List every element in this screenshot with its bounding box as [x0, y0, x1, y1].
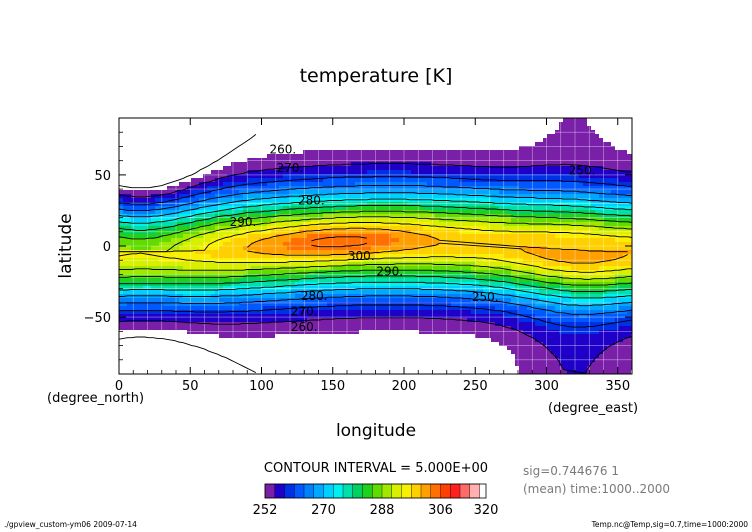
y-axis-unit: (degree_north): [47, 391, 144, 406]
colorbar-swatch: [420, 483, 432, 499]
colorbar-tick-label: 288: [370, 503, 395, 518]
colorbar-swatch: [430, 483, 442, 499]
colorbar-swatch: [411, 483, 422, 499]
x-tick-label: 250: [463, 379, 488, 394]
x-axis: 0 50 100 150 200 250 300 350: [115, 118, 630, 394]
colorbar-swatch: [284, 483, 295, 499]
colorbar-swatch: [313, 483, 325, 499]
contour-label: 270.: [291, 304, 318, 318]
x-tick-label: 100: [249, 379, 274, 394]
colorbar-tick-label: 270: [311, 503, 336, 518]
contour-label: 280.: [298, 193, 325, 207]
footer-left: ./gpview_custom-ym06 2009-07-14: [4, 520, 137, 529]
colorbar-swatch: [352, 483, 364, 499]
colorbar-swatch: [401, 483, 412, 499]
colorbar-swatch: [274, 483, 286, 499]
contour-label: 260.: [270, 142, 297, 156]
colorbar-swatch: [362, 483, 373, 499]
chart-title: temperature [K]: [300, 65, 453, 87]
colorbar-swatch: [294, 483, 305, 499]
colorbar-tick-label: 320: [474, 503, 499, 518]
colorbar-swatch: [440, 483, 451, 499]
y-axis: −50 0 50: [84, 131, 632, 361]
x-tick-label: 50: [182, 379, 199, 394]
colorbar-swatch: [469, 483, 481, 499]
contour-label: 250.: [472, 290, 499, 304]
time-text: (mean) time:1000..2000: [523, 482, 670, 496]
x-tick-label: 350: [605, 379, 630, 394]
y-tick-label: −50: [84, 311, 111, 326]
contour-interval-text: CONTOUR INTERVAL = 5.000E+00: [264, 461, 488, 476]
colorbar-swatch: [303, 483, 315, 499]
x-tick-label: 150: [320, 379, 345, 394]
colorbar-tick-label: 306: [428, 503, 453, 518]
colorbar-swatch: [459, 483, 471, 499]
contour-label: 250.: [569, 164, 596, 178]
colorbar-frame: [264, 483, 487, 499]
contour-label: 300.: [348, 249, 375, 263]
x-tick-label: 300: [534, 379, 559, 394]
contour-label: 290.: [230, 215, 257, 229]
colorbar-swatch: [342, 483, 354, 499]
x-axis-unit: (degree_east): [548, 401, 638, 416]
y-tick-label: 50: [94, 169, 111, 184]
contour-label: 290.: [376, 265, 403, 279]
colorbar-swatch: [450, 483, 461, 499]
contour-labels: 260.270.280.290.300.290.280.270.260.250.…: [230, 142, 596, 334]
y-axis-label: latitude: [56, 213, 76, 278]
colorbar-tick-labels: 252 270 288 306 320: [253, 503, 499, 518]
plot-area: 260.270.280.290.300.290.280.270.260.250.…: [118, 117, 633, 375]
x-axis-label: longitude: [336, 421, 416, 441]
colorbar-swatch: [264, 483, 276, 499]
colorbar-tick-label: 252: [253, 503, 278, 518]
contour-label: 260.: [291, 320, 318, 334]
contour-label: 280.: [301, 289, 328, 303]
contour-lines: [119, 134, 632, 374]
footer-right: Temp.nc@Temp,sig=0.7,time=1000:2000: [591, 520, 749, 529]
contour-label: 270.: [277, 161, 304, 175]
colorbar-swatch: [333, 483, 344, 499]
colorbar-swatch: [381, 483, 393, 499]
sig-text: sig=0.744676 1: [523, 464, 619, 478]
y-tick-label: 0: [103, 240, 111, 255]
x-tick-label: 200: [392, 379, 417, 394]
x-tick-label: 0: [115, 379, 123, 394]
colorbar-swatch: [323, 483, 334, 499]
colorbar: [264, 483, 487, 499]
colorbar-swatch: [391, 483, 403, 499]
colorbar-swatch: [372, 483, 383, 499]
